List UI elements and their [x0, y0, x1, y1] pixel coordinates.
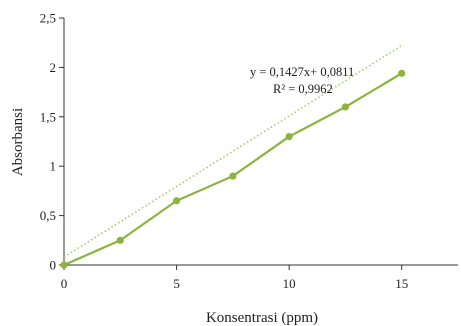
- data-points: [60, 69, 406, 269]
- data-point: [398, 69, 406, 77]
- y-tick-label: 0: [50, 258, 57, 273]
- x-tick-label: 5: [173, 276, 180, 291]
- y-tick-label: 1: [50, 159, 57, 174]
- data-point: [285, 132, 293, 141]
- data-point: [172, 197, 181, 205]
- x-tick-label: 0: [61, 276, 68, 291]
- series-line: [63, 72, 403, 267]
- data-point: [60, 261, 68, 269]
- y-tick-label: 1,5: [40, 109, 56, 124]
- data-point: [229, 172, 237, 180]
- data-point: [341, 103, 350, 111]
- trendline: [63, 44, 403, 258]
- y-tick-label: 2: [50, 60, 57, 75]
- equation-label: y = 0,1427x+ 0,0811: [250, 65, 354, 79]
- axes: [63, 18, 458, 266]
- data-point: [116, 236, 124, 244]
- x-tick-label: 15: [395, 276, 408, 291]
- y-axis-title: Absorbansi: [10, 108, 26, 176]
- x-axis-ticks: 0 5 10 15: [61, 265, 408, 291]
- x-tick-label: 10: [283, 276, 296, 291]
- y-tick-label: 0,5: [40, 208, 56, 223]
- y-tick-label: 2,5: [40, 11, 56, 26]
- y-axis-ticks: 0 0,5 1 1,5 2 2,5: [40, 11, 64, 273]
- x-axis-title: Konsentrasi (ppm): [206, 310, 318, 326]
- r-squared-label: R² = 0,9962: [273, 82, 333, 96]
